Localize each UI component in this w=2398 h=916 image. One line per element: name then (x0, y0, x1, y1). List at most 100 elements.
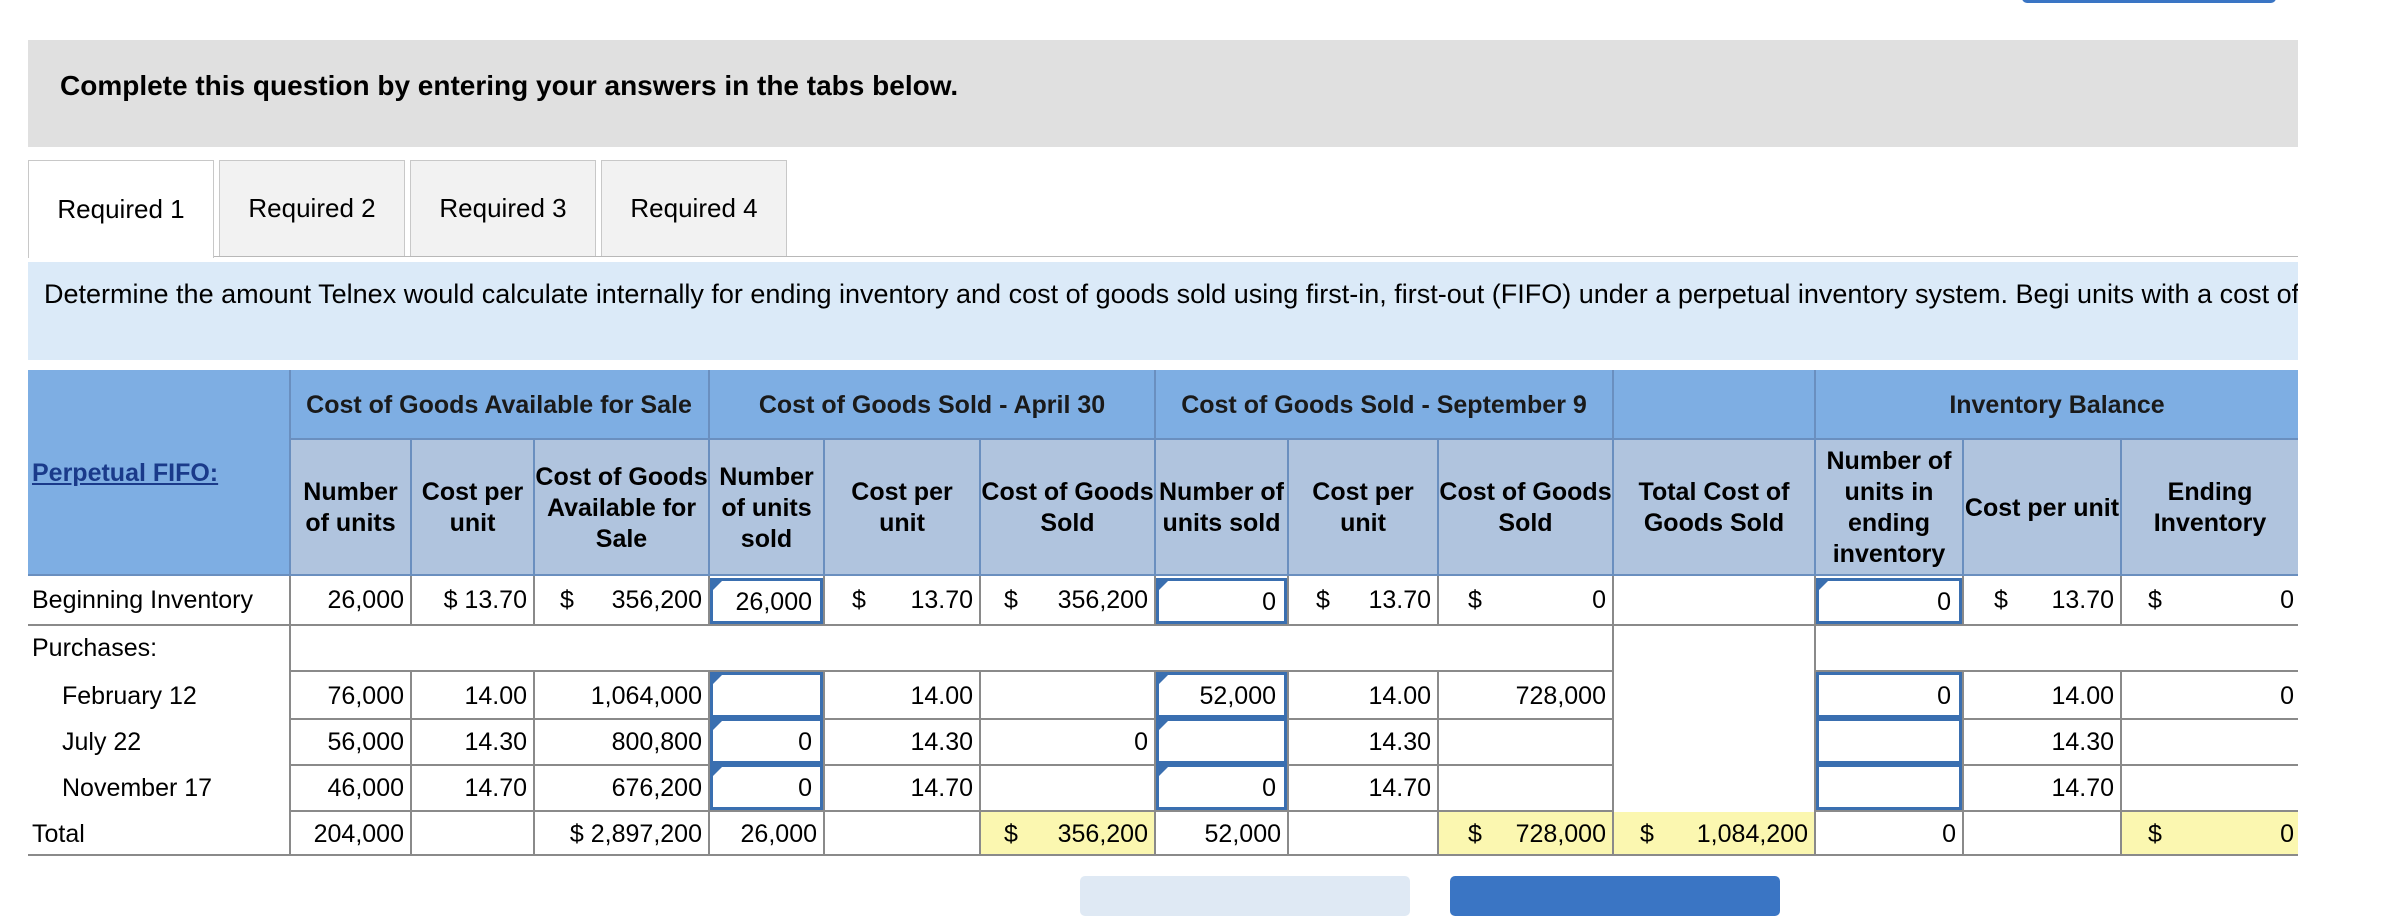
cell-beg-apr-cpu-sym: $ (852, 586, 866, 614)
cell-nov-avail-cpu: 14.70 (464, 774, 527, 802)
col-apr-cogs: Cost of Goods Sold (981, 478, 1154, 537)
group-september: Cost of Goods Sold - September 9 (1181, 390, 1587, 419)
tab-divider (214, 256, 2298, 257)
col-total-cogs: Total Cost of Goods Sold (1638, 478, 1790, 537)
cell-beg-bal-cpu: 13.70 (2051, 586, 2114, 614)
col-sep-units: Number of units sold (1159, 478, 1284, 537)
row-label-feb: February 12 (62, 682, 197, 710)
cell-feb-avail-units: 76,000 (327, 682, 404, 710)
col-bal-end: Ending Inventory (2153, 478, 2267, 537)
row-label-beginning: Beginning Inventory (32, 586, 253, 614)
cell-beg-bal-end: 0 (2280, 586, 2294, 614)
input-feb-sep-units[interactable]: 52,000 (1156, 672, 1287, 718)
corner-header-bg (28, 440, 290, 576)
tab-required-3[interactable]: Required 3 (410, 160, 596, 257)
cell-nov-avail-units: 46,000 (327, 774, 404, 802)
input-beg-bal-units[interactable]: 0 (1816, 578, 1962, 624)
cell-jul-avail-cost: 800,800 (611, 728, 702, 756)
row-label-purchases: Purchases: (32, 634, 158, 662)
cell-total-bal-units: 0 (1942, 820, 1956, 848)
input-beg-sep-units[interactable]: 0 (1156, 578, 1287, 624)
group-balance: Inventory Balance (1949, 390, 2165, 419)
cell-beg-sep-cogs-sym: $ (1468, 586, 1482, 614)
cell-nov-apr-cpu: 14.70 (910, 774, 973, 802)
instructions-panel: Determine the amount Telnex would calcul… (28, 262, 2298, 360)
cell-beg-avail-cost: 356,200 (611, 586, 702, 614)
input-feb-bal-units[interactable]: 0 (1816, 672, 1962, 718)
cell-total-total-cogs: 1,084,200 (1696, 820, 1808, 848)
cell-total-sep-units: 52,000 (1204, 820, 1281, 848)
instructions-text: Determine the amount Telnex would calcul… (44, 279, 2298, 309)
cell-beg-apr-cogs: 356,200 (1057, 586, 1148, 614)
top-action-button[interactable] (2022, 0, 2276, 3)
input-jul-apr-units[interactable]: 0 (710, 718, 823, 764)
col-apr-units: Number of units sold (719, 462, 814, 553)
cell-jul-sep-cpu: 14.30 (1368, 728, 1431, 756)
highlight-bal-total (2122, 812, 2298, 854)
cell-beg-avail-cpu: $ 13.70 (443, 586, 527, 614)
col-bal-cpu: Cost per unit (1964, 493, 2120, 522)
cell-jul-apr-cpu: 14.30 (910, 728, 973, 756)
row-label-nov: November 17 (62, 774, 213, 802)
col-avail-cpu: Cost per unit (421, 478, 524, 537)
cell-total-apr-cogs: 356,200 (1057, 820, 1148, 848)
cell-feb-avail-cost: 1,064,000 (590, 682, 702, 710)
cell-total-total-cogs-sym: $ (1640, 820, 1654, 848)
cell-jul-bal-cpu: 14.30 (2051, 728, 2114, 756)
cell-total-bal-end: 0 (2280, 820, 2294, 848)
highlight-sep-total (1439, 812, 1612, 854)
cell-jul-avail-cpu: 14.30 (464, 728, 527, 756)
col-sep-cogs: Cost of Goods Sold (1439, 478, 1612, 537)
input-jul-sep-units[interactable] (1156, 718, 1287, 764)
input-beg-apr-units[interactable]: 26,000 (710, 578, 823, 624)
cell-beg-sep-cpu: 13.70 (1368, 586, 1431, 614)
cell-beg-avail-units: 26,000 (327, 586, 404, 614)
cell-total-bal-end-sym: $ (2148, 820, 2162, 848)
question-header: Complete this question by entering your … (28, 40, 2298, 147)
input-nov-apr-units[interactable]: 0 (710, 764, 823, 810)
highlight-apr-total (981, 812, 1154, 854)
input-feb-apr-units[interactable] (710, 672, 823, 718)
cell-beg-apr-cpu: 13.70 (910, 586, 973, 614)
col-avail-units: Number of units (303, 478, 398, 537)
cell-feb-sep-cpu: 14.00 (1368, 682, 1431, 710)
cell-total-avail-units: 204,000 (313, 820, 404, 848)
cell-feb-bal-end: 0 (2280, 682, 2294, 710)
col-bal-units: Number of units in ending inventory (1826, 447, 1952, 568)
input-nov-sep-units[interactable]: 0 (1156, 764, 1287, 810)
highlight-total-cogs (1614, 812, 1814, 854)
cell-feb-apr-cpu: 14.00 (910, 682, 973, 710)
previous-tab-button[interactable] (1080, 876, 1410, 916)
cell-beg-bal-end-sym: $ (2148, 586, 2162, 614)
group-header-bg (28, 370, 2298, 440)
tab-required-2[interactable]: Required 2 (219, 160, 405, 257)
cell-beg-apr-cogs-sym: $ (1004, 586, 1018, 614)
cell-nov-avail-cost: 676,200 (611, 774, 702, 802)
col-apr-cpu: Cost per unit (851, 478, 953, 537)
cell-beg-bal-cpu-sym: $ (1994, 586, 2008, 614)
cell-total-avail-cost: $ 2,897,200 (569, 820, 702, 848)
tab-required-1[interactable]: Required 1 (28, 160, 214, 258)
group-april: Cost of Goods Sold - April 30 (758, 390, 1106, 419)
cell-total-sep-cogs-sym: $ (1468, 820, 1482, 848)
question-prompt: Complete this question by entering your … (60, 70, 959, 101)
cell-total-apr-cogs-sym: $ (1004, 820, 1018, 848)
cell-feb-bal-cpu: 14.00 (2051, 682, 2114, 710)
cell-total-sep-cogs: 728,000 (1515, 820, 1606, 848)
cell-nov-bal-cpu: 14.70 (2051, 774, 2114, 802)
col-avail-cost: Cost of Goods Available for Sale (535, 462, 708, 553)
cell-beg-sep-cpu-sym: $ (1316, 586, 1330, 614)
cell-total-apr-units: 26,000 (740, 820, 817, 848)
cell-nov-sep-cpu: 14.70 (1368, 774, 1431, 802)
tab-required-4[interactable]: Required 4 (601, 160, 787, 257)
input-nov-bal-units[interactable] (1816, 764, 1962, 810)
input-jul-bal-units[interactable] (1816, 718, 1962, 764)
cell-jul-avail-units: 56,000 (327, 728, 404, 756)
next-tab-button[interactable] (1450, 876, 1780, 916)
row-label-total: Total (32, 820, 85, 848)
group-available: Cost of Goods Available for Sale (306, 390, 692, 419)
cell-beg-sep-cogs: 0 (1592, 586, 1606, 614)
cell-feb-avail-cpu: 14.00 (464, 682, 527, 710)
row-label-jul: July 22 (62, 728, 142, 756)
cell-jul-apr-cogs: 0 (1134, 728, 1148, 756)
